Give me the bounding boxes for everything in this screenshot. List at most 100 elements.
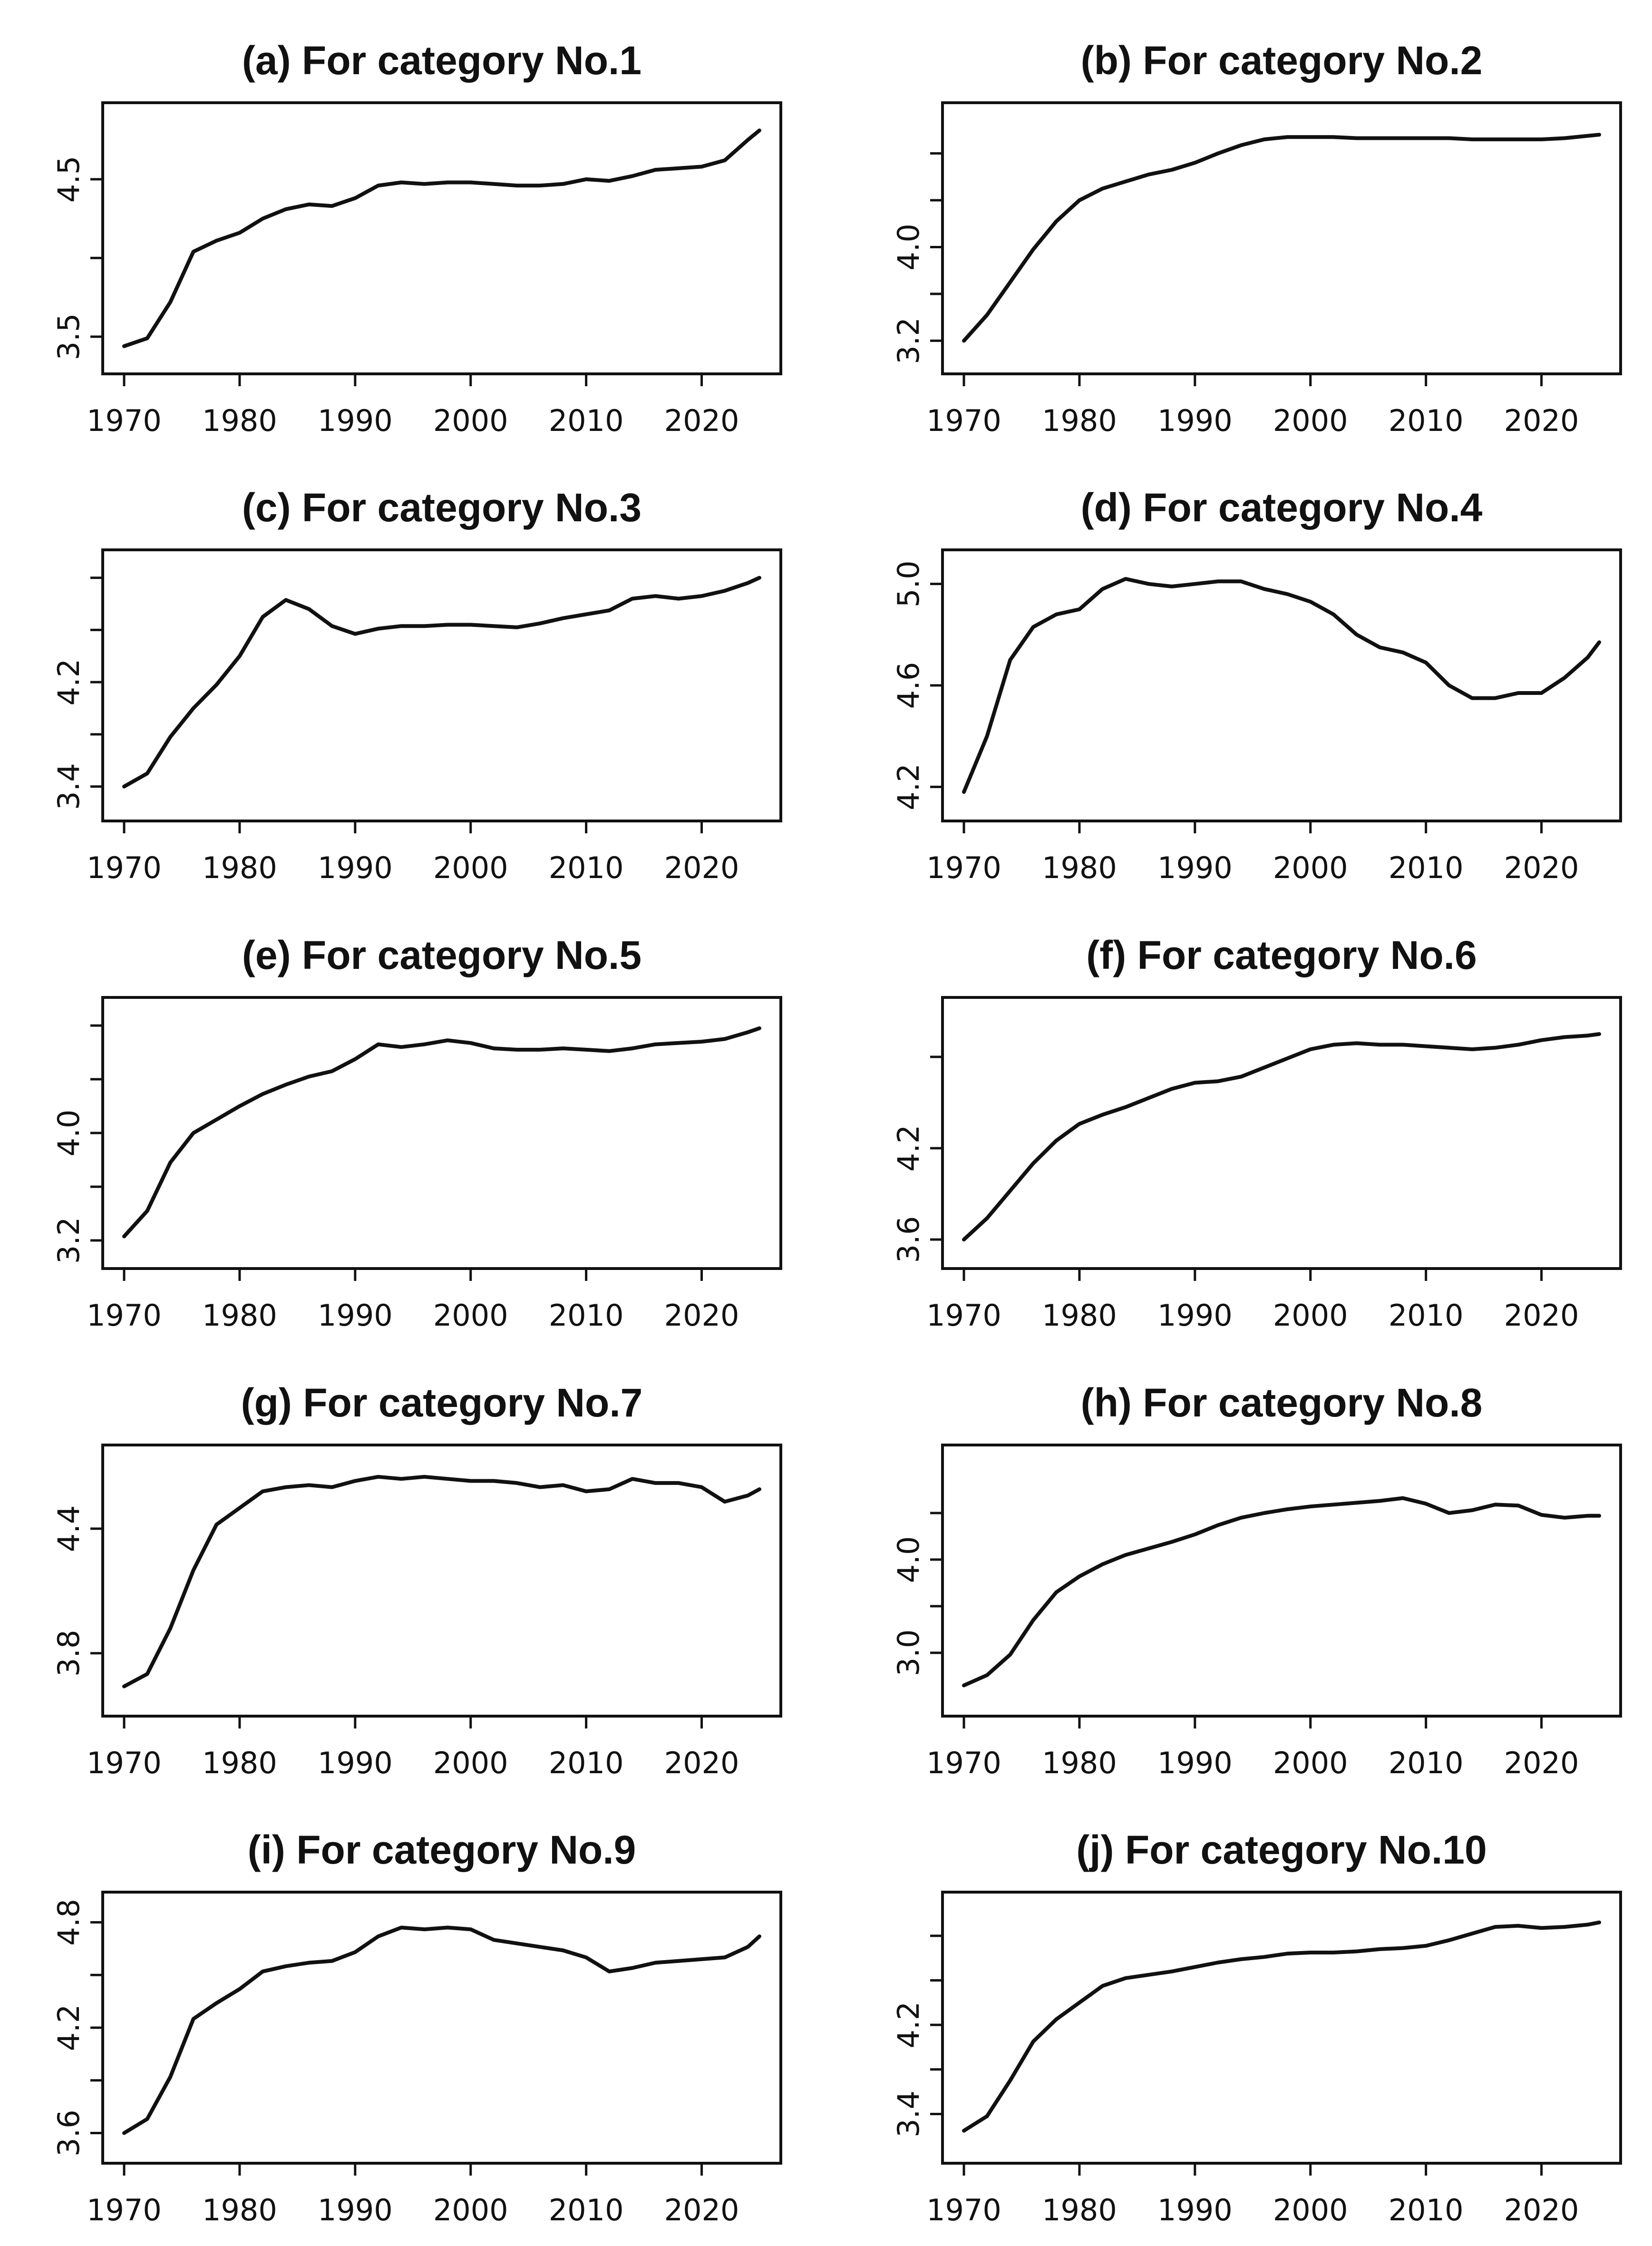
y-tick-label: 4.2	[51, 659, 86, 706]
x-tick-label: 1980	[1042, 1746, 1117, 1780]
x-tick-label: 2000	[1273, 403, 1348, 438]
panel-e: (e) For category No.5 1970 1980 1990 2000 201…	[51, 933, 782, 1333]
y-tick-label: 3.4	[51, 763, 86, 810]
plot-frame	[941, 548, 1622, 822]
x-tick-label: 2020	[1504, 1746, 1579, 1780]
panel-title: (d) For category No.4	[1081, 485, 1483, 530]
x-tick-label: 2010	[549, 1746, 624, 1780]
series-line	[962, 1496, 1601, 1688]
x-tick-label: 1990	[318, 850, 393, 885]
panel-title: (e) For category No.5	[242, 933, 641, 977]
panel-a: (a) For category No.1 1970 1980 1990 2000 201…	[51, 38, 782, 438]
x-tick-label: 1970	[87, 850, 162, 885]
x-tick-label: 2010	[1389, 1746, 1464, 1780]
x-tick-label: 1980	[202, 850, 277, 885]
x-tick-label: 1980	[1042, 2193, 1117, 2227]
plot-frame	[941, 1444, 1622, 1718]
x-tick-label: 1970	[87, 1298, 162, 1333]
panel-title: (b) For category No.2	[1081, 38, 1483, 83]
y-tick-label: 4.4	[51, 1505, 86, 1553]
x-tick-label: 1990	[1157, 403, 1233, 438]
series-line	[122, 1925, 761, 2135]
x-tick-label: 2020	[664, 2193, 739, 2227]
x-tick-label: 2010	[1389, 850, 1464, 885]
x-tick-label: 2000	[433, 1746, 508, 1780]
plot-frame	[101, 1891, 782, 2165]
panel-title: (j) For category No.10	[1076, 1827, 1487, 1872]
y-tick-label: 4.0	[891, 224, 926, 271]
x-tick-label: 1990	[318, 1298, 393, 1333]
x-tick-label: 2000	[1273, 1746, 1348, 1780]
x-tick-label: 2010	[549, 403, 624, 438]
panel-title: (h) For category No.8	[1081, 1380, 1483, 1425]
x-tick-label: 1980	[202, 1298, 277, 1333]
panel-d: (d) For category No.4 1970 1980 1990 2000 201…	[891, 485, 1622, 885]
series-line	[122, 576, 761, 789]
y-tick-label: 4.2	[51, 2004, 86, 2051]
panel-h: (h) For category No.8 1970 1980 1990 2000 201…	[891, 1380, 1622, 1780]
y-tick-label: 3.0	[891, 1630, 926, 1677]
y-tick-label: 3.8	[51, 1630, 86, 1677]
x-tick-label: 1980	[1042, 1298, 1117, 1333]
series-line	[962, 1032, 1601, 1241]
x-tick-label: 1990	[318, 403, 393, 438]
x-tick-label: 1970	[87, 1746, 162, 1780]
y-tick-label: 4.2	[891, 763, 926, 811]
x-tick-label: 1980	[202, 2193, 277, 2227]
x-tick-label: 1980	[1042, 850, 1117, 885]
x-tick-label: 1990	[1157, 1298, 1233, 1333]
x-tick-label: 2020	[1504, 2193, 1579, 2227]
panel-title: (a) For category No.1	[242, 38, 641, 83]
plot-frame	[941, 996, 1622, 1270]
panel-f: (f) For category No.6 1970 1980 1990 2000 201…	[891, 933, 1622, 1333]
plot-frame	[941, 1891, 1622, 2165]
x-tick-label: 1990	[318, 1746, 393, 1780]
y-tick-label: 3.2	[51, 1217, 86, 1264]
panel-title: (g) For category No.7	[241, 1380, 643, 1425]
panel-b: (b) For category No.2 1970 1980 1990 2000 201…	[891, 38, 1622, 438]
x-tick-label: 2020	[1504, 403, 1579, 438]
x-tick-label: 2010	[549, 2193, 624, 2227]
x-tick-label: 2000	[433, 850, 508, 885]
x-tick-label: 1970	[87, 2193, 162, 2227]
series-line	[962, 577, 1601, 794]
x-tick-label: 2010	[1389, 1298, 1464, 1333]
x-tick-label: 1990	[1157, 2193, 1233, 2227]
y-tick-label: 4.0	[891, 1536, 926, 1583]
series-line	[122, 128, 761, 348]
series-line	[962, 133, 1601, 343]
plot-frame	[101, 548, 782, 822]
x-tick-label: 2020	[664, 1298, 739, 1333]
plot-frame	[101, 996, 782, 1270]
x-tick-label: 2000	[1273, 850, 1348, 885]
x-tick-label: 2000	[433, 2193, 508, 2227]
x-tick-label: 2020	[664, 1746, 739, 1780]
series-line	[962, 1920, 1601, 2133]
x-tick-label: 2000	[1273, 1298, 1348, 1333]
y-tick-label: 3.5	[51, 313, 86, 361]
x-tick-label: 2010	[1389, 403, 1464, 438]
series-line	[122, 1026, 761, 1239]
y-tick-label: 4.5	[51, 156, 86, 203]
y-tick-label: 4.8	[51, 1899, 86, 1946]
x-tick-label: 1980	[202, 403, 277, 438]
panel-j: (j) For category No.10 1970 1980 1990 2000 20…	[891, 1827, 1622, 2227]
x-tick-label: 1970	[87, 403, 162, 438]
plot-frame	[101, 1444, 782, 1718]
x-tick-label: 1980	[1042, 403, 1117, 438]
x-tick-label: 2000	[433, 1298, 508, 1333]
x-tick-label: 2000	[433, 403, 508, 438]
x-tick-label: 2010	[549, 850, 624, 885]
x-tick-label: 1970	[926, 2193, 1001, 2227]
plot-frame	[941, 101, 1622, 375]
plot-frame	[101, 101, 782, 375]
y-tick-label: 3.6	[51, 2109, 86, 2157]
x-tick-label: 1970	[926, 403, 1001, 438]
x-tick-label: 1980	[202, 1746, 277, 1780]
y-tick-label: 3.6	[891, 1216, 926, 1263]
x-tick-label: 2000	[1273, 2193, 1348, 2227]
x-tick-label: 1990	[1157, 850, 1233, 885]
y-tick-label: 4.0	[51, 1110, 86, 1157]
x-tick-label: 1970	[926, 1746, 1001, 1780]
